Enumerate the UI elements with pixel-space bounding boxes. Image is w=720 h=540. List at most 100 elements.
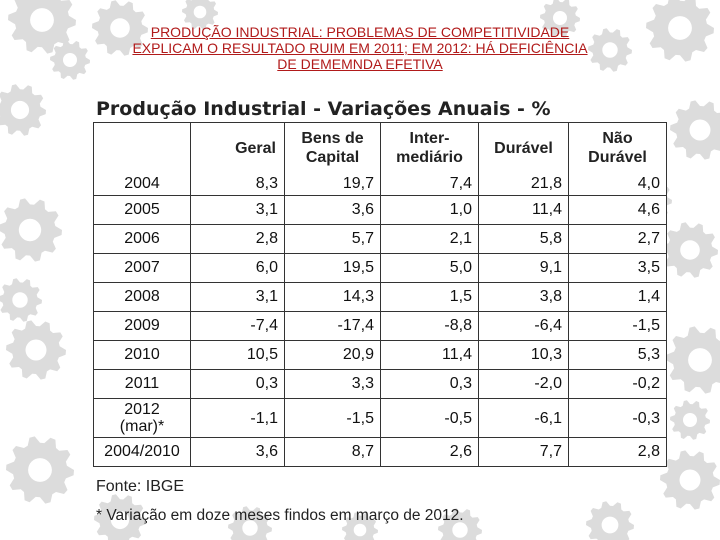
table-cell: 1,5 bbox=[380, 282, 479, 312]
table-cell: 20,9 bbox=[284, 340, 381, 370]
source-note: Fonte: IBGE bbox=[96, 478, 185, 495]
header-intermediario: Inter-mediário bbox=[380, 122, 479, 173]
gear-icon bbox=[586, 501, 634, 540]
table-cell: -0,2 bbox=[568, 369, 667, 399]
table-cell: 10,5 bbox=[190, 340, 285, 370]
gear-icon bbox=[0, 278, 42, 322]
header-duravel: Durável bbox=[478, 122, 569, 173]
table-cell: 5,3 bbox=[568, 340, 667, 370]
table-cell: 11,4 bbox=[380, 340, 479, 370]
table-cell: 1,4 bbox=[568, 282, 667, 312]
table-cell: 9,1 bbox=[478, 253, 569, 283]
table-row: 2010 10,5 20,9 11,4 10,3 5,3 bbox=[93, 340, 667, 370]
table-row: 2004/2010 3,6 8,7 2,6 7,7 2,8 bbox=[93, 437, 667, 467]
gear-icon bbox=[228, 506, 272, 540]
table-row: 2009 -7,4 -17,4 -8,8 -6,4 -1,5 bbox=[93, 311, 667, 341]
header-bens-capital: Bens de Capital bbox=[284, 122, 381, 173]
table-cell: -6,1 bbox=[478, 398, 569, 438]
row-year: 2004/2010 bbox=[93, 437, 191, 467]
gear-icon bbox=[662, 222, 718, 278]
table-cell: 5,7 bbox=[284, 224, 381, 254]
gear-icon bbox=[670, 100, 720, 160]
gear-icon bbox=[438, 508, 482, 540]
gear-icon bbox=[94, 494, 146, 540]
table-cell: 3,8 bbox=[478, 282, 569, 312]
table-cell: 3,1 bbox=[190, 282, 285, 312]
table-cell: 5,0 bbox=[380, 253, 479, 283]
table-cell: 6,0 bbox=[190, 253, 285, 283]
table-cell: -1,1 bbox=[190, 398, 285, 438]
table-cell: -0,3 bbox=[568, 398, 667, 438]
table-cell: 19,7 bbox=[284, 173, 381, 196]
row-year: 2006 bbox=[93, 224, 191, 254]
table-cell: -1,5 bbox=[284, 398, 381, 438]
row-year: 2007 bbox=[93, 253, 191, 283]
gear-icon bbox=[92, 0, 148, 56]
gear-icon bbox=[540, 0, 580, 38]
production-table: Geral Bens de Capital Inter-mediário Durá… bbox=[93, 122, 667, 467]
header-row: Geral Bens de Capital Inter-mediário Durá… bbox=[93, 122, 667, 173]
table-cell: 4,0 bbox=[568, 173, 667, 196]
table-cell: -0,5 bbox=[380, 398, 479, 438]
table-row: 2006 2,8 5,7 2,1 5,8 2,7 bbox=[93, 224, 667, 254]
table-row: 2012 (mar)* -1,1 -1,5 -0,5 -6,1 -0,3 bbox=[93, 398, 667, 438]
row-year: 2005 bbox=[93, 195, 191, 225]
gear-icon bbox=[6, 320, 66, 380]
table-cell: 14,3 bbox=[284, 282, 381, 312]
table-row: 2007 6,0 19,5 5,0 9,1 3,5 bbox=[93, 253, 667, 283]
table-cell: 2,8 bbox=[568, 437, 667, 467]
gear-icon bbox=[0, 84, 46, 136]
table-cell: -8,8 bbox=[380, 311, 479, 341]
gear-icon bbox=[0, 198, 62, 262]
header-nao-duravel: Não Durável bbox=[568, 122, 667, 173]
table-cell: 19,5 bbox=[284, 253, 381, 283]
gear-icon bbox=[342, 512, 378, 540]
table-cell: 5,8 bbox=[478, 224, 569, 254]
row-year: 2004 bbox=[93, 173, 191, 196]
table-cell: 2,1 bbox=[380, 224, 479, 254]
table-cell: 11,4 bbox=[478, 195, 569, 225]
slide-title-line-1: PRODUÇÃO INDUSTRIAL: PROBLEMAS DE COMPET… bbox=[150, 24, 570, 40]
table-title: Produção Industrial - Variações Anuais -… bbox=[96, 98, 551, 120]
gear-icon bbox=[670, 400, 710, 440]
table-cell: 0,3 bbox=[190, 369, 285, 399]
table-cell: 3,6 bbox=[284, 195, 381, 225]
table-cell: 3,1 bbox=[190, 195, 285, 225]
header-geral: Geral bbox=[190, 122, 285, 173]
slide-title-line-3: DE DEMEMNDA EFETIVA bbox=[277, 56, 443, 72]
table-cell: 8,3 bbox=[190, 173, 285, 196]
table-row: 2005 3,1 3,6 1,0 11,4 4,6 bbox=[93, 195, 667, 225]
table-cell: -7,4 bbox=[190, 311, 285, 341]
table-cell: 8,7 bbox=[284, 437, 381, 467]
gear-icon bbox=[50, 40, 90, 80]
table-cell: 3,6 bbox=[190, 437, 285, 467]
header-year bbox=[93, 122, 191, 173]
table-cell: 0,3 bbox=[380, 369, 479, 399]
table-row: 2004 8,3 19,7 7,4 21,8 4,0 bbox=[93, 173, 667, 196]
gear-icon bbox=[182, 0, 218, 30]
row-year: 2008 bbox=[93, 282, 191, 312]
table-cell: 2,8 bbox=[190, 224, 285, 254]
table-cell: 3,3 bbox=[284, 369, 381, 399]
gear-icon bbox=[588, 28, 632, 72]
gear-icon bbox=[8, 0, 76, 54]
table-cell: 4,6 bbox=[568, 195, 667, 225]
table-cell: -2,0 bbox=[478, 369, 569, 399]
row-year: 2010 bbox=[93, 340, 191, 370]
row-year: 2009 bbox=[93, 311, 191, 341]
gear-icon bbox=[660, 450, 720, 510]
row-year: 2012 (mar)* bbox=[93, 398, 191, 438]
table-cell: 3,5 bbox=[568, 253, 667, 283]
table-cell: -6,4 bbox=[478, 311, 569, 341]
gear-icon bbox=[666, 326, 720, 394]
table-cell: 21,8 bbox=[478, 173, 569, 196]
table-cell: 7,4 bbox=[380, 173, 479, 196]
table-cell: -17,4 bbox=[284, 311, 381, 341]
table-cell: 1,0 bbox=[380, 195, 479, 225]
table-row: 2011 0,3 3,3 0,3 -2,0 -0,2 bbox=[93, 369, 667, 399]
table-row: 2008 3,1 14,3 1,5 3,8 1,4 bbox=[93, 282, 667, 312]
row-year: 2011 bbox=[93, 369, 191, 399]
gear-icon bbox=[6, 436, 74, 504]
footnote: * Variação em doze meses findos em março… bbox=[96, 507, 464, 524]
table-cell: 2,7 bbox=[568, 224, 667, 254]
